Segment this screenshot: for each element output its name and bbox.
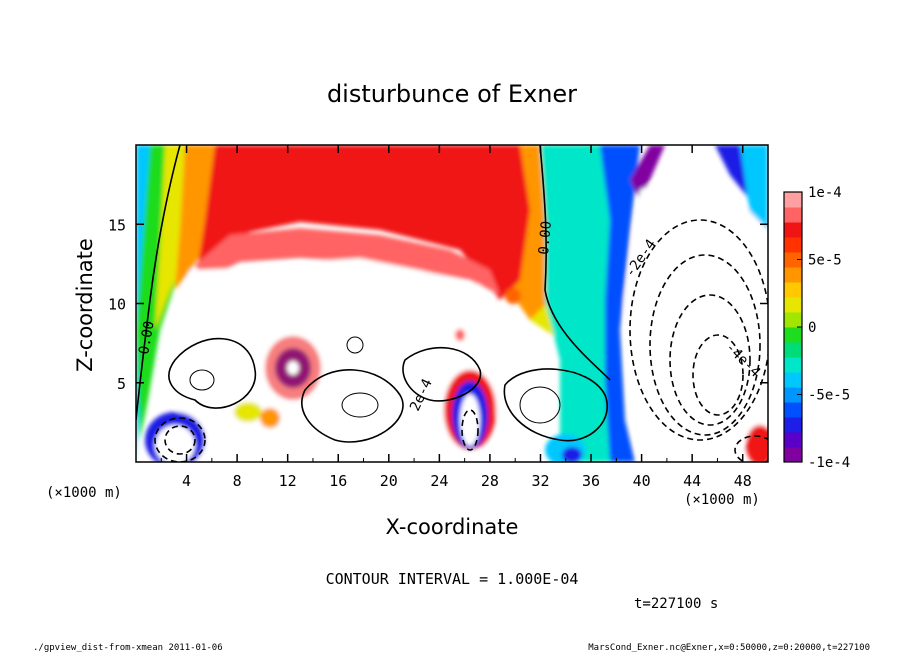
contour-neg-6 [164, 425, 196, 455]
footer-right: MarsCond_Exner.nc@Exner,x=0:50000,z=0:20… [588, 643, 870, 653]
x-tick-label: 4 [182, 472, 191, 490]
colorbar-swatch [784, 252, 802, 268]
blob-blue-34 [562, 447, 582, 462]
colorbar-swatch [784, 372, 802, 388]
contour-lines [136, 145, 611, 443]
band-green-left [136, 145, 220, 440]
colorbar-swatch [784, 207, 802, 223]
chart-title: disturbunce of Exner [327, 80, 577, 108]
contour-inner-4 [346, 336, 364, 354]
colorbar-swatch [784, 297, 802, 313]
colorbar-swatch [784, 447, 802, 463]
colorbar-swatch [784, 417, 802, 433]
x-tick-label: 12 [279, 472, 297, 490]
colorbar-swatch [784, 327, 802, 343]
colorbar-tick-label: -1e-4 [808, 455, 850, 471]
colorbar-swatch [784, 312, 802, 328]
colorbar-ticks: 1e-4 5e-5 0 -5e-5 -1e-4 [797, 185, 850, 471]
x-tick-label: 16 [329, 472, 347, 490]
colorbar-swatch [784, 237, 802, 253]
contour-neg-3 [669, 294, 751, 426]
y-tick-label: 5 [117, 375, 126, 393]
x-tick-label: 8 [233, 472, 242, 490]
band-white-right [625, 160, 768, 462]
x-tick-label: 40 [633, 472, 651, 490]
band-blue-right [600, 145, 640, 462]
y-tick-label: 10 [108, 296, 126, 314]
colorbar [783, 191, 803, 463]
blob-orange-10 [260, 408, 280, 428]
y-tick-label: 15 [108, 216, 126, 234]
contour-inner-3 [519, 386, 561, 424]
x-tick-label: 44 [683, 472, 701, 490]
colorbar-swatch [784, 432, 802, 448]
colorbar-swatch [784, 222, 802, 238]
contour-inner-2 [341, 392, 379, 418]
x-tick-label: 20 [380, 472, 398, 490]
x-unit-label-right: (×1000 m) [684, 492, 760, 508]
contour-neg-5 [154, 417, 206, 462]
blob-white-bottomleft [155, 425, 195, 462]
contour-inner [189, 336, 561, 424]
colorbar-tick-label: -5e-5 [808, 388, 850, 404]
contour-pos-2 [301, 369, 404, 443]
colorbar-tick-label: 0 [808, 320, 816, 336]
blob-pink-small [455, 329, 465, 341]
contour-pos-4 [402, 346, 482, 402]
blob-yellow-10 [234, 402, 262, 422]
colorbar-swatch [784, 267, 802, 283]
contour-negative [154, 219, 768, 462]
contour-pos-3 [503, 368, 608, 442]
x-axis: 4 8 12 16 20 24 28 32 36 40 44 48 [160, 145, 752, 490]
band-cyan-right [540, 145, 620, 462]
contour-pos-1 [168, 337, 256, 409]
x-axis-label: X-coordinate [386, 515, 519, 539]
contour-label-left: 0.00 [136, 320, 158, 356]
contour-zero-left [136, 145, 181, 421]
contour-neg-8 [734, 435, 768, 462]
x-tick-label: 32 [531, 472, 549, 490]
x-tick-label: 48 [734, 472, 752, 490]
colorbar-swatch [784, 357, 802, 373]
y-axis-label: Z-coordinate [73, 238, 97, 372]
contour-neg-7 [461, 409, 479, 451]
x-unit-label-left: (×1000 m) [46, 485, 122, 501]
colorbar-tick-label: 5e-5 [808, 253, 842, 269]
colorbar-tick-label: 1e-4 [808, 185, 842, 201]
colorbar-swatch [784, 342, 802, 358]
contour-neg-1 [629, 219, 768, 441]
colorbar-swatch [784, 387, 802, 403]
contour-inner-1 [189, 369, 215, 391]
band-red-top [195, 145, 530, 300]
contour-label-right: 0.00 [536, 220, 555, 255]
blob-orange-small [505, 288, 521, 304]
contour-interval-text: CONTOUR INTERVAL = 1.000E-04 [326, 570, 579, 588]
blob-white-12 [287, 361, 299, 375]
x-tick-label: 36 [582, 472, 600, 490]
colorbar-swatch [784, 402, 802, 418]
time-label: t=227100 s [634, 596, 718, 612]
footer-left: ./gpview_dist-from-xmean 2011-01-06 [33, 643, 223, 653]
x-tick-label: 24 [430, 472, 448, 490]
heatmap-field [136, 145, 768, 462]
blob-red-bottomright [746, 425, 768, 462]
contour-neg-2 [649, 254, 761, 436]
colorbar-swatch [784, 192, 802, 208]
colorbar-swatch [784, 282, 802, 298]
blob-white-27 [460, 394, 480, 446]
contour-neg-4 [692, 334, 744, 416]
x-tick-label: 28 [481, 472, 499, 490]
y-axis: 5 10 15 [108, 216, 768, 393]
contour-zero-right [539, 145, 611, 381]
band-purple-right [630, 145, 665, 200]
